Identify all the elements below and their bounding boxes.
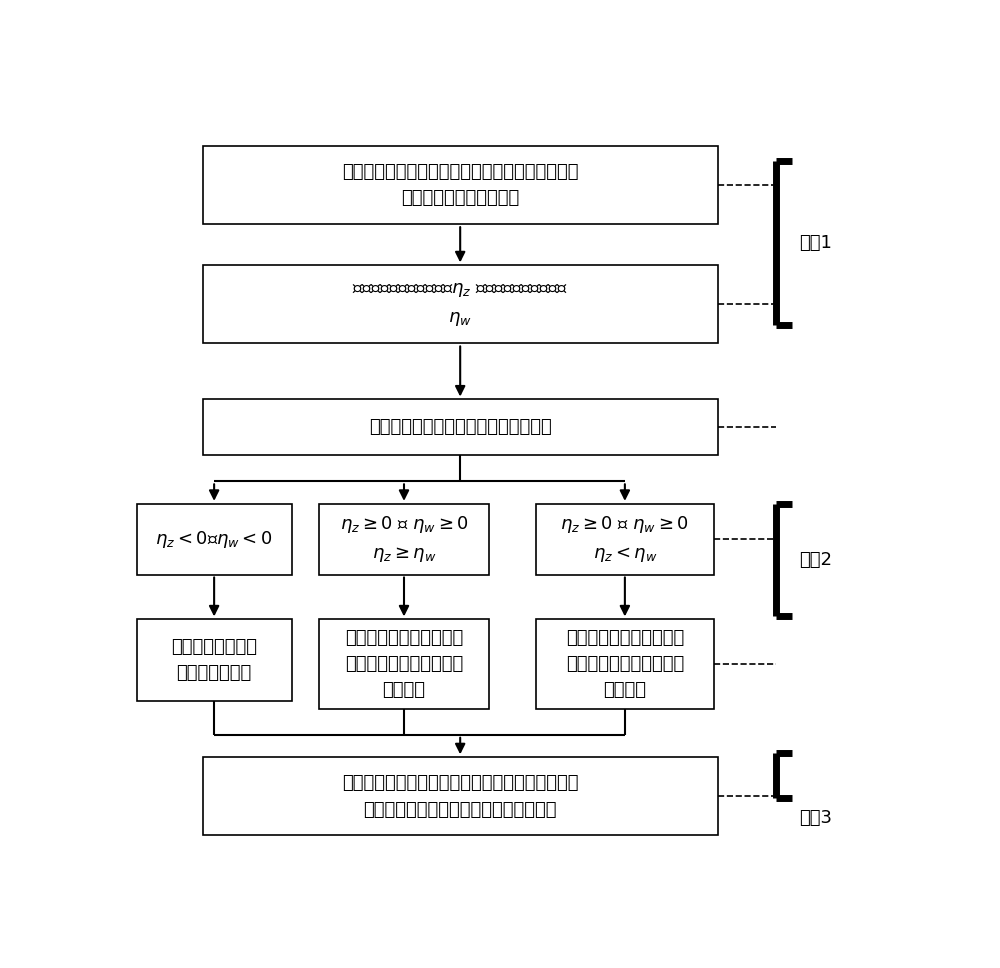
- FancyBboxPatch shape: [202, 757, 718, 835]
- Text: 滤波器需运行在最大欠补
偿方式并采取换流站交流
电压控制: 滤波器需运行在最大欠补 偿方式并采取换流站交流 电压控制: [345, 628, 463, 700]
- Text: 计算暂态过电压稳定裕度$\eta_z$ 和稳态过电压稳定裕度
$\eta_w$: 计算暂态过电压稳定裕度$\eta_z$ 和稳态过电压稳定裕度 $\eta_w$: [352, 281, 568, 327]
- Text: 步骤1: 步骤1: [799, 234, 832, 252]
- Text: 获取直流换相失败、闭锁、再启动扰动后换流站及
新能源机端母线电压轨迹: 获取直流换相失败、闭锁、再启动扰动后换流站及 新能源机端母线电压轨迹: [342, 163, 578, 207]
- FancyBboxPatch shape: [137, 620, 292, 701]
- FancyBboxPatch shape: [202, 400, 718, 455]
- FancyBboxPatch shape: [319, 503, 489, 575]
- Text: 步骤3: 步骤3: [799, 809, 832, 828]
- Text: 滤波器需运行在最大过补
偿方式并采取换流站交流
电压控制: 滤波器需运行在最大过补 偿方式并采取换流站交流 电压控制: [566, 628, 684, 700]
- FancyBboxPatch shape: [319, 620, 489, 709]
- FancyBboxPatch shape: [202, 265, 718, 344]
- Text: 步骤2: 步骤2: [799, 551, 832, 568]
- Text: $\eta_z\geq0$ 或 $\eta_w\geq0$
$\eta_z<\eta_w$: $\eta_z\geq0$ 或 $\eta_w\geq0$ $\eta_z<\e…: [560, 514, 689, 563]
- FancyBboxPatch shape: [137, 503, 292, 575]
- Text: $\eta_z<0$且$\eta_w<0$: $\eta_z<0$且$\eta_w<0$: [155, 529, 273, 550]
- FancyBboxPatch shape: [536, 620, 714, 709]
- Text: 直流送出能力受限故障及受限因素判别: 直流送出能力受限故障及受限因素判别: [369, 418, 552, 437]
- FancyBboxPatch shape: [536, 503, 714, 575]
- Text: 滤波器策略修改后重新计算直流扰动后电压裕度，
修改补偿程度，直至所有电压裕度都降低: 滤波器策略修改后重新计算直流扰动后电压裕度， 修改补偿程度，直至所有电压裕度都降…: [342, 774, 578, 819]
- Text: $\eta_z\geq0$ 或 $\eta_w\geq0$
$\eta_z\geq\eta_w$: $\eta_z\geq0$ 或 $\eta_w\geq0$ $\eta_z\ge…: [340, 514, 468, 563]
- Text: 滤波器控制策略维
持现有策略不变: 滤波器控制策略维 持现有策略不变: [171, 638, 257, 682]
- FancyBboxPatch shape: [202, 146, 718, 225]
